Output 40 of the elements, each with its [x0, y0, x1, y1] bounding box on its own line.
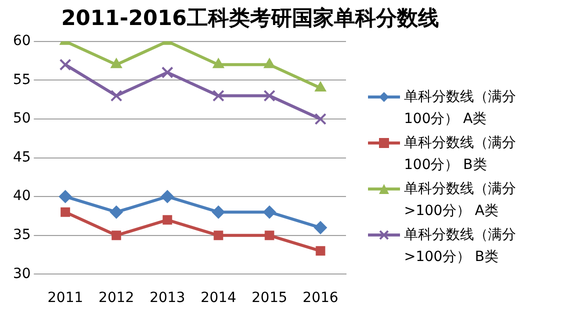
legend-label: 单科分数线（满分100分） A类	[404, 88, 517, 129]
point	[264, 58, 276, 68]
y-tick-label: 45	[12, 149, 31, 166]
x-tick-label: 2015	[252, 290, 288, 306]
y-tick-label: 35	[12, 227, 31, 244]
x-tick-label: 2011	[48, 290, 84, 306]
point	[60, 207, 70, 217]
x-tick-label: 2014	[200, 290, 236, 306]
point	[314, 81, 326, 92]
point	[110, 58, 122, 68]
y-tick-label: 55	[12, 72, 31, 88]
y-tick-label: 60	[12, 33, 31, 50]
legend-label: 单科分数线（满分100分） B类	[404, 134, 517, 175]
point	[212, 58, 224, 68]
point	[160, 190, 174, 204]
x-tick-label: 2016	[302, 290, 338, 306]
y-tick-label: 30	[12, 266, 31, 282]
y-tick-label: 50	[12, 110, 31, 127]
point	[212, 206, 225, 219]
point	[161, 66, 174, 78]
point	[264, 90, 276, 102]
point	[58, 190, 72, 204]
point	[110, 90, 122, 102]
point	[262, 206, 276, 219]
legend-label: 单科分数线（满分>100分） A类	[404, 180, 517, 221]
y-tick-label: 40	[12, 188, 31, 204]
x-tick-label: 2013	[150, 290, 186, 306]
point	[112, 230, 122, 240]
legend-label: 单科分数线（满分>100分） B类	[404, 226, 517, 267]
point	[59, 58, 72, 71]
point	[162, 215, 172, 225]
point	[314, 113, 326, 125]
point	[314, 221, 327, 234]
chart-title: 2011-2016工科类考研国家单科分数线	[60, 5, 440, 32]
point	[212, 90, 224, 102]
point	[214, 230, 224, 240]
x-tick-label: 2012	[98, 290, 134, 306]
point	[110, 206, 123, 219]
point	[316, 246, 326, 256]
point	[264, 230, 274, 240]
